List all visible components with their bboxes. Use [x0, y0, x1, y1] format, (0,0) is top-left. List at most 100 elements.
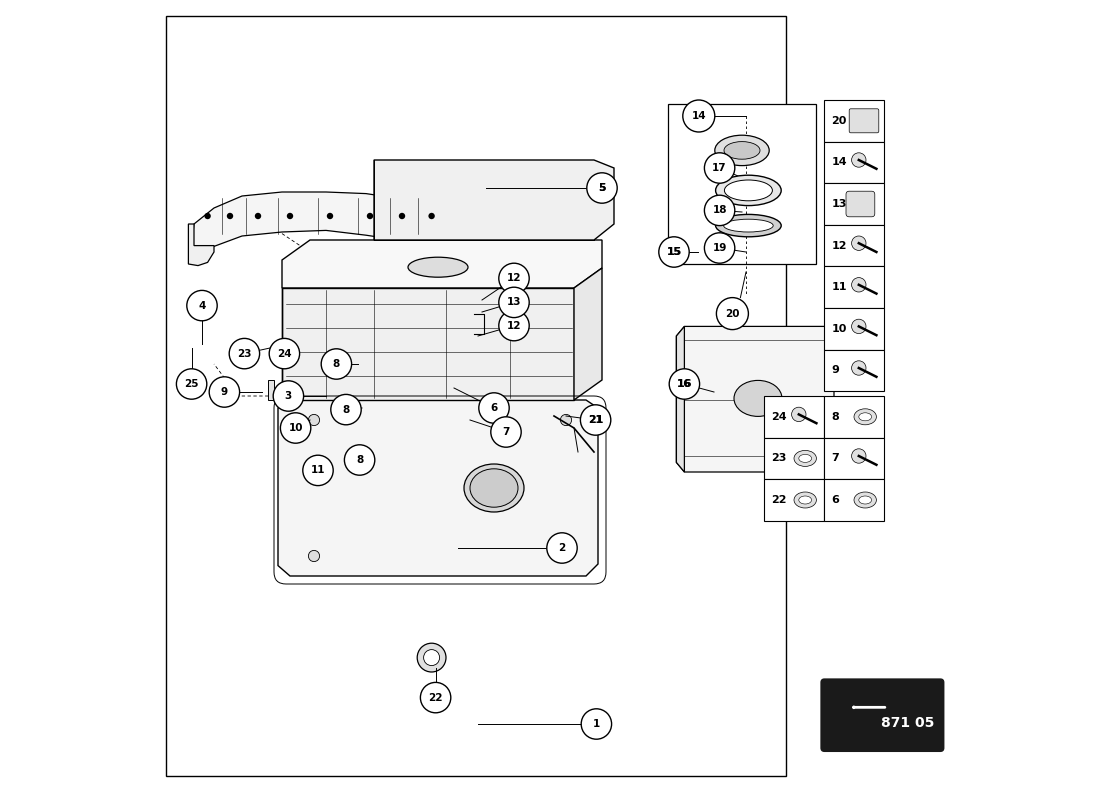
- Bar: [764, 479, 824, 521]
- Circle shape: [498, 310, 529, 341]
- Text: 12: 12: [507, 321, 521, 330]
- Circle shape: [716, 298, 748, 330]
- Circle shape: [227, 213, 233, 219]
- Ellipse shape: [715, 135, 769, 166]
- Polygon shape: [191, 192, 450, 262]
- FancyBboxPatch shape: [849, 109, 879, 133]
- Bar: [824, 183, 884, 225]
- Ellipse shape: [794, 450, 816, 466]
- Ellipse shape: [854, 409, 877, 425]
- Text: 4: 4: [198, 301, 206, 310]
- Polygon shape: [282, 288, 574, 400]
- Bar: [764, 438, 824, 479]
- Circle shape: [586, 173, 617, 203]
- Circle shape: [851, 153, 866, 167]
- Circle shape: [287, 213, 294, 219]
- Text: 11: 11: [832, 282, 847, 292]
- Circle shape: [229, 338, 260, 369]
- Circle shape: [428, 213, 435, 219]
- Text: 14: 14: [692, 111, 706, 121]
- Bar: [824, 308, 884, 350]
- Polygon shape: [268, 380, 282, 400]
- Ellipse shape: [799, 454, 812, 462]
- Text: 15: 15: [667, 247, 681, 257]
- Polygon shape: [676, 326, 834, 472]
- Circle shape: [270, 338, 299, 369]
- Circle shape: [280, 413, 311, 443]
- Circle shape: [308, 550, 320, 562]
- Circle shape: [683, 100, 715, 132]
- Ellipse shape: [794, 492, 816, 508]
- Ellipse shape: [725, 180, 772, 201]
- Circle shape: [581, 405, 611, 435]
- Polygon shape: [188, 224, 214, 266]
- Text: 15: 15: [667, 247, 682, 257]
- Text: 8: 8: [832, 412, 839, 422]
- Circle shape: [851, 236, 866, 250]
- Ellipse shape: [854, 492, 877, 508]
- Circle shape: [302, 455, 333, 486]
- Text: 21: 21: [588, 415, 603, 425]
- Ellipse shape: [859, 413, 871, 421]
- Text: 6: 6: [832, 495, 839, 505]
- Circle shape: [704, 233, 735, 263]
- Circle shape: [308, 414, 320, 426]
- Bar: [824, 142, 884, 183]
- Circle shape: [176, 369, 207, 399]
- Circle shape: [420, 682, 451, 713]
- Bar: [166, 16, 786, 776]
- Circle shape: [547, 533, 578, 563]
- Circle shape: [478, 393, 509, 423]
- Circle shape: [659, 237, 690, 267]
- Circle shape: [851, 319, 866, 334]
- Circle shape: [399, 213, 405, 219]
- Ellipse shape: [859, 496, 871, 504]
- Ellipse shape: [470, 469, 518, 507]
- Circle shape: [366, 213, 373, 219]
- Text: 5: 5: [598, 183, 606, 193]
- Text: 2: 2: [559, 543, 565, 553]
- Text: 21: 21: [587, 415, 603, 425]
- Ellipse shape: [716, 214, 781, 237]
- Ellipse shape: [408, 257, 468, 277]
- Text: 24: 24: [277, 349, 292, 358]
- Polygon shape: [278, 400, 598, 576]
- Bar: [764, 396, 824, 438]
- Bar: [824, 396, 884, 438]
- Text: 9: 9: [221, 387, 228, 397]
- Circle shape: [321, 349, 352, 379]
- Text: a passion for parts 1985: a passion for parts 1985: [327, 438, 581, 458]
- Text: 18: 18: [713, 206, 727, 215]
- Text: 1: 1: [593, 719, 600, 729]
- Text: 3: 3: [285, 391, 292, 401]
- Bar: [824, 479, 884, 521]
- Polygon shape: [574, 268, 602, 400]
- Circle shape: [560, 414, 572, 426]
- Circle shape: [560, 550, 572, 562]
- Circle shape: [581, 709, 612, 739]
- Ellipse shape: [716, 175, 781, 206]
- Circle shape: [851, 449, 866, 463]
- Text: 23: 23: [238, 349, 252, 358]
- Text: 13: 13: [507, 298, 521, 307]
- Circle shape: [792, 407, 806, 422]
- Circle shape: [669, 369, 700, 399]
- Bar: [824, 350, 884, 391]
- Circle shape: [704, 195, 735, 226]
- Circle shape: [327, 213, 333, 219]
- Text: 5: 5: [598, 183, 606, 193]
- FancyBboxPatch shape: [846, 191, 874, 217]
- Polygon shape: [374, 160, 614, 240]
- Text: 7: 7: [832, 454, 839, 463]
- Polygon shape: [676, 326, 684, 472]
- Ellipse shape: [724, 219, 773, 232]
- Circle shape: [205, 213, 211, 219]
- Text: 20: 20: [725, 309, 739, 318]
- Circle shape: [273, 381, 304, 411]
- Circle shape: [417, 643, 446, 672]
- Text: 20: 20: [832, 116, 847, 126]
- Bar: [824, 225, 884, 266]
- Text: 16: 16: [676, 379, 692, 389]
- Text: 13: 13: [832, 199, 847, 209]
- Text: 9: 9: [832, 366, 839, 375]
